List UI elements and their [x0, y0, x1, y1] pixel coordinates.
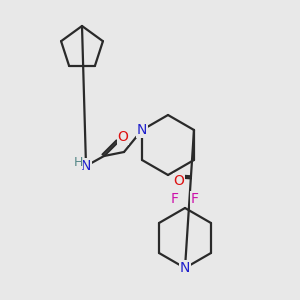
Text: F: F	[171, 192, 179, 206]
Text: O: O	[118, 130, 128, 144]
Text: O: O	[173, 173, 184, 188]
Text: N: N	[180, 261, 190, 275]
Text: H: H	[73, 155, 83, 169]
Text: F: F	[191, 192, 199, 206]
Text: N: N	[81, 159, 91, 173]
Text: N: N	[137, 123, 147, 137]
